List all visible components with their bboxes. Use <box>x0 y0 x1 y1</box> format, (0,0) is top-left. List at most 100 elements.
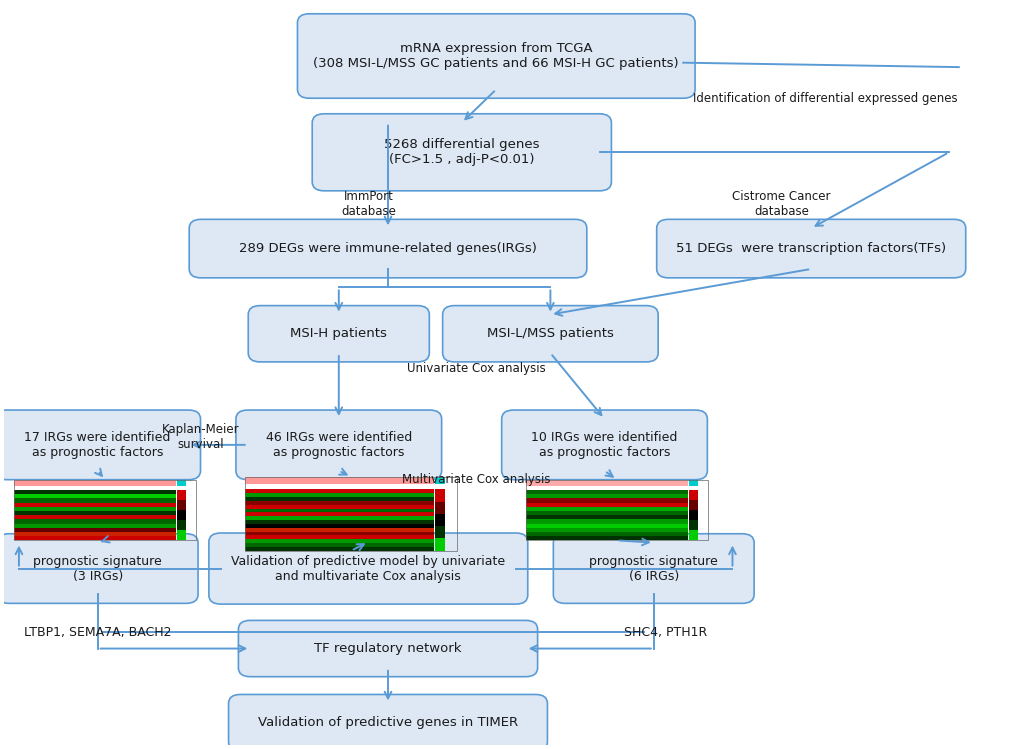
Text: Identification of differential expressed genes: Identification of differential expressed… <box>693 91 957 105</box>
Text: LTBP1, SEMA7A, BACH2: LTBP1, SEMA7A, BACH2 <box>23 625 171 639</box>
Bar <box>245 512 433 516</box>
Bar <box>176 521 185 530</box>
Bar <box>245 516 433 520</box>
Bar <box>434 476 445 484</box>
Text: TF regulatory network: TF regulatory network <box>314 642 462 655</box>
Bar <box>14 536 175 541</box>
Text: 289 DEGs were immune-related genes(IRGs): 289 DEGs were immune-related genes(IRGs) <box>238 242 536 255</box>
Bar <box>245 528 433 532</box>
Text: Validation of predictive model by univariate
and multivariate Cox analysis: Validation of predictive model by univar… <box>231 554 504 583</box>
Text: 46 IRGs were identified
as prognostic factors: 46 IRGs were identified as prognostic fa… <box>265 431 412 459</box>
Bar <box>688 510 697 521</box>
Bar <box>176 479 185 486</box>
Bar <box>14 519 175 524</box>
Bar <box>14 524 175 528</box>
Text: prognostic signature
(3 IRGs): prognostic signature (3 IRGs) <box>34 554 162 583</box>
FancyBboxPatch shape <box>228 694 547 749</box>
Bar <box>688 490 697 500</box>
Bar <box>245 543 433 547</box>
FancyBboxPatch shape <box>312 114 610 191</box>
Bar <box>688 521 697 530</box>
Text: prognostic signature
(6 IRGs): prognostic signature (6 IRGs) <box>589 554 717 583</box>
Bar <box>525 490 687 494</box>
Text: Cistrome Cancer
database: Cistrome Cancer database <box>732 190 830 218</box>
Bar <box>245 524 433 528</box>
Bar <box>14 503 175 507</box>
FancyBboxPatch shape <box>235 410 441 479</box>
Bar <box>14 511 175 515</box>
Bar <box>245 493 433 497</box>
Bar <box>245 520 433 524</box>
Bar <box>245 547 433 551</box>
Bar <box>525 479 687 486</box>
Bar <box>14 515 175 519</box>
Text: SHC4, PTH1R: SHC4, PTH1R <box>624 625 707 639</box>
Bar <box>525 498 687 503</box>
Bar <box>245 476 457 551</box>
Bar <box>688 500 697 510</box>
Bar <box>525 503 687 507</box>
Bar <box>525 519 687 524</box>
Bar <box>176 500 185 510</box>
Bar <box>525 536 687 541</box>
Text: 10 IRGs were identified
as prognostic factors: 10 IRGs were identified as prognostic fa… <box>531 431 677 459</box>
Bar <box>176 510 185 521</box>
Bar <box>525 524 687 528</box>
Text: ImmPort
database: ImmPort database <box>340 190 395 218</box>
Bar <box>245 476 433 484</box>
Bar <box>245 539 433 543</box>
Bar <box>525 507 687 511</box>
FancyBboxPatch shape <box>0 534 198 604</box>
FancyBboxPatch shape <box>248 306 429 362</box>
Bar <box>245 489 433 493</box>
Bar <box>14 532 175 536</box>
Text: Validation of predictive genes in TIMER: Validation of predictive genes in TIMER <box>258 716 518 729</box>
Bar <box>434 514 445 527</box>
Text: Univariate Cox analysis: Univariate Cox analysis <box>407 362 545 375</box>
Bar <box>245 501 433 505</box>
Text: mRNA expression from TCGA
(308 MSI-L/MSS GC patients and 66 MSI-H GC patients): mRNA expression from TCGA (308 MSI-L/MSS… <box>313 42 679 70</box>
FancyBboxPatch shape <box>656 219 965 278</box>
FancyBboxPatch shape <box>189 219 586 278</box>
Bar <box>434 527 445 539</box>
Text: 51 DEGs  were transcription factors(TFs): 51 DEGs were transcription factors(TFs) <box>676 242 946 255</box>
Text: Multivariate Cox analysis: Multivariate Cox analysis <box>401 473 550 486</box>
Bar <box>245 505 433 509</box>
Bar <box>688 530 697 541</box>
Bar <box>14 498 175 503</box>
Bar <box>434 489 445 502</box>
Bar <box>525 532 687 536</box>
Bar <box>688 479 697 486</box>
FancyBboxPatch shape <box>238 620 537 676</box>
Bar <box>14 494 175 498</box>
Bar <box>434 539 445 551</box>
Bar <box>14 528 175 532</box>
FancyBboxPatch shape <box>298 13 694 98</box>
Bar <box>176 530 185 541</box>
FancyBboxPatch shape <box>442 306 657 362</box>
FancyBboxPatch shape <box>209 533 527 604</box>
FancyBboxPatch shape <box>501 410 707 479</box>
Bar <box>434 502 445 514</box>
Bar <box>245 509 433 512</box>
Bar <box>14 490 175 494</box>
Bar <box>525 494 687 498</box>
Text: MSI-L/MSS patients: MSI-L/MSS patients <box>486 327 613 340</box>
Bar <box>245 536 433 539</box>
Bar <box>245 532 433 536</box>
Bar <box>14 479 196 541</box>
Text: MSI-H patients: MSI-H patients <box>290 327 387 340</box>
Bar <box>525 511 687 515</box>
Bar <box>525 515 687 519</box>
Bar <box>14 479 175 486</box>
Text: Kaplan-Meier
survival: Kaplan-Meier survival <box>162 423 239 452</box>
Bar <box>14 507 175 511</box>
Bar <box>525 479 707 541</box>
FancyBboxPatch shape <box>0 410 201 479</box>
Bar <box>176 490 185 500</box>
Bar <box>245 497 433 501</box>
Text: 17 IRGs were identified
as prognostic factors: 17 IRGs were identified as prognostic fa… <box>24 431 171 459</box>
FancyBboxPatch shape <box>552 534 753 604</box>
Text: 5268 differential genes
(FC>1.5 , adj-P<0.01): 5268 differential genes (FC>1.5 , adj-P<… <box>384 139 539 166</box>
Bar <box>525 528 687 532</box>
